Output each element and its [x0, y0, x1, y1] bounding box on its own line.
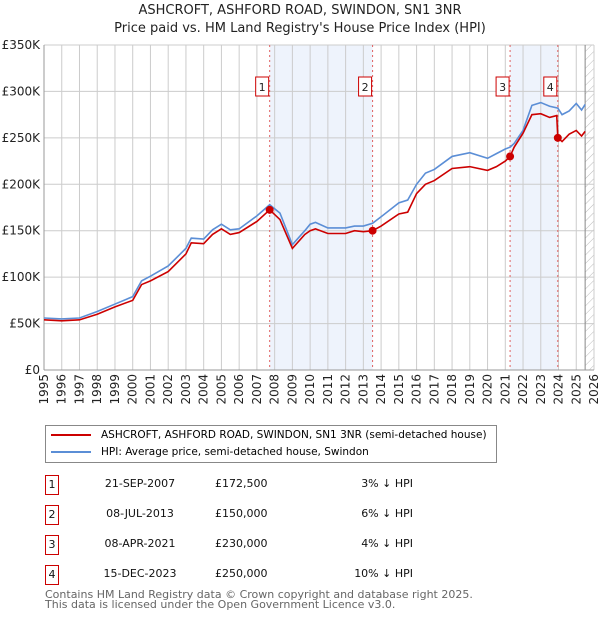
x-tick-label: 2006	[232, 374, 246, 405]
sale-point	[553, 133, 562, 142]
y-tick-label: £350K	[2, 38, 42, 52]
sale-label-box	[358, 76, 373, 97]
x-tick-label: 2012	[339, 374, 353, 405]
sale-label-box	[543, 76, 558, 97]
x-tick-label: 2007	[250, 374, 264, 405]
x-tick-label: 2025	[569, 374, 583, 405]
x-tick-label: 2023	[534, 374, 548, 405]
sale-date: 21-SEP-2007	[104, 477, 176, 490]
legend-line-red	[51, 434, 91, 436]
sale-date: 08-APR-2021	[104, 537, 176, 550]
x-tick-label: 2024	[552, 374, 566, 405]
shaded-period	[510, 45, 558, 370]
y-tick-label: £200K	[2, 177, 42, 191]
x-tick-label: 2008	[268, 374, 282, 405]
x-tick-label: 2011	[321, 374, 335, 405]
hpi-line	[43, 101, 586, 320]
x-tick-label: 2001	[143, 374, 157, 405]
x-tick-label: 2018	[445, 374, 459, 405]
x-tick-label: 2015	[392, 374, 406, 405]
footer: Contains HM Land Registry data © Crown c…	[45, 588, 473, 611]
y-tick-label: £0	[25, 363, 40, 377]
x-tick-label: 1995	[37, 374, 51, 405]
sale-label-number: 3	[499, 81, 506, 94]
x-tick-label: 2013	[356, 374, 370, 405]
sale-date: 15-DEC-2023	[103, 567, 177, 580]
chart-subtitle: Price paid vs. HM Land Registry's House …	[114, 21, 486, 36]
x-tick-label: 2014	[374, 374, 388, 405]
footer-line: This data is licensed under the Open Gov…	[45, 598, 396, 611]
sale-label-box	[495, 76, 510, 97]
legend: ASHCROFT, ASHFORD ROAD, SWINDON, SN1 3NR…	[45, 425, 497, 463]
sale-hpi-diff: 6% ↓ HPI	[361, 507, 413, 520]
legend-label: HPI: Average price, semi-detached house,…	[101, 446, 369, 458]
sale-hpi-diff: 4% ↓ HPI	[361, 537, 413, 550]
sale-label-box	[255, 76, 270, 97]
x-tick-label: 2021	[498, 374, 512, 405]
x-tick-label: 2004	[197, 374, 211, 405]
legend-label: ASHCROFT, ASHFORD ROAD, SWINDON, SN1 3NR…	[101, 429, 487, 441]
sale-point	[368, 226, 377, 235]
sale-hpi-diff: 3% ↓ HPI	[361, 477, 413, 490]
x-tick-label: 1997	[72, 374, 86, 405]
x-tick-label: 2026	[587, 374, 600, 405]
price-paid-line	[43, 112, 586, 322]
x-tick-label: 2017	[427, 374, 441, 405]
chart-title: ASHCROFT, ASHFORD ROAD, SWINDON, SN1 3NR	[138, 3, 462, 18]
x-tick-label: 2002	[161, 374, 175, 405]
x-tick-label: 2010	[303, 374, 317, 405]
sale-date: 08-JUL-2013	[106, 507, 174, 520]
sale-price: £250,000	[215, 567, 268, 580]
price-chart: 1995 1996 1997 1998 1999 2000 2001 2002 2003 2004…	[2, 38, 600, 405]
y-tick-label: £150K	[2, 224, 42, 238]
sale-price: £230,000	[215, 537, 268, 550]
x-tick-label: 1998	[90, 374, 104, 405]
sale-hpi-diff: 10% ↓ HPI	[354, 567, 413, 580]
sale-point	[506, 152, 515, 161]
legend-item-property: ASHCROFT, ASHFORD ROAD, SWINDON, SN1 3NR…	[46, 427, 487, 443]
sale-label-number: 1	[259, 81, 266, 94]
x-tick-label: 1996	[55, 374, 69, 405]
x-tick-label: 2022	[516, 374, 530, 405]
x-tick-label: 2020	[481, 374, 495, 405]
sale-number-badge: 2	[45, 505, 59, 525]
sale-label-number: 4	[547, 81, 554, 94]
x-tick-label: 2003	[179, 374, 193, 405]
sale-number-badge: 4	[45, 565, 59, 585]
x-tick-label: 2016	[410, 374, 424, 405]
y-tick-label: £300K	[2, 84, 42, 98]
sale-point	[265, 205, 274, 214]
x-tick-label: 2005	[214, 374, 228, 405]
legend-item-hpi: HPI: Average price, semi-detached house,…	[46, 444, 369, 460]
legend-line-blue	[51, 451, 91, 453]
footer-line: Contains HM Land Registry data © Crown c…	[45, 588, 473, 601]
x-tick-label: 2019	[463, 374, 477, 405]
y-tick-label: £50K	[9, 317, 41, 331]
y-tick-label: £250K	[2, 131, 42, 145]
sale-label-number: 2	[362, 81, 369, 94]
sale-price: £150,000	[215, 507, 268, 520]
sale-price: £172,500	[215, 477, 268, 490]
shaded-period	[269, 45, 373, 370]
sale-number-badge: 1	[45, 475, 59, 495]
sale-number-badge: 3	[45, 535, 59, 555]
y-tick-label: £100K	[2, 270, 42, 284]
forecast-hatch	[585, 45, 594, 370]
x-tick-label: 2000	[126, 374, 140, 405]
x-tick-label: 2009	[285, 374, 299, 405]
x-tick-label: 1999	[108, 374, 122, 405]
